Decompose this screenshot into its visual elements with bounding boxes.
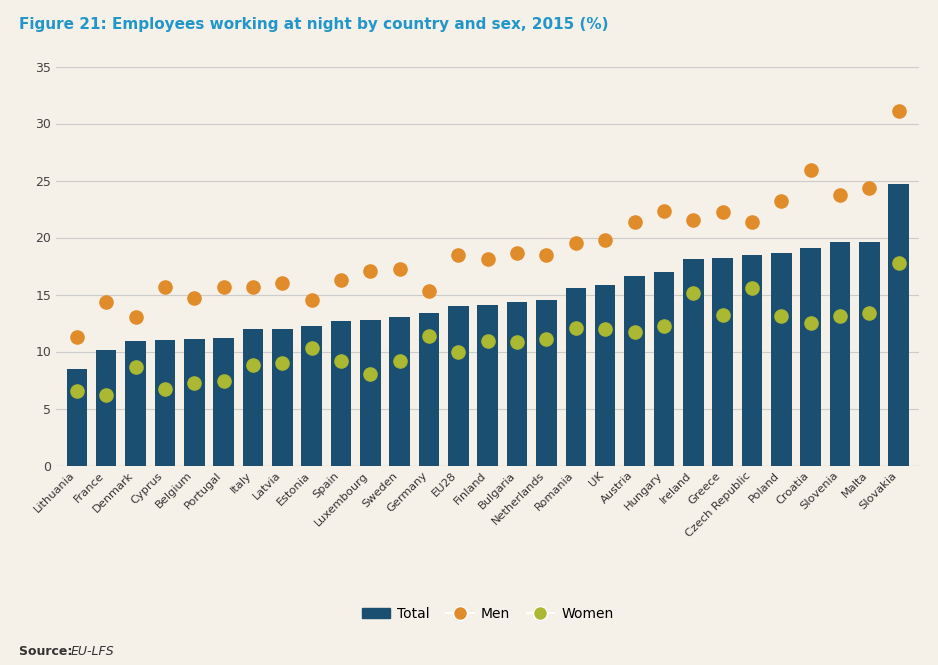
Legend: Total, Men, Women: Total, Men, Women	[356, 601, 619, 626]
Point	[774, 311, 789, 321]
Point	[509, 248, 524, 259]
Point	[686, 288, 701, 299]
Point	[774, 196, 789, 206]
Bar	[595, 285, 615, 465]
Point	[216, 281, 231, 292]
Point	[745, 216, 760, 227]
Point	[451, 346, 466, 357]
Bar	[537, 300, 557, 466]
Bar	[712, 258, 733, 465]
Bar	[771, 253, 792, 466]
Point	[803, 318, 818, 329]
Bar	[888, 184, 909, 466]
Bar	[213, 338, 234, 465]
Bar	[301, 327, 322, 466]
Bar	[243, 329, 264, 466]
Point	[334, 355, 349, 366]
Point	[275, 358, 290, 368]
Bar	[126, 341, 145, 465]
Point	[745, 283, 760, 293]
Point	[480, 336, 495, 346]
Point	[862, 307, 877, 318]
Bar	[477, 305, 498, 465]
Point	[158, 281, 173, 292]
Point	[363, 369, 378, 380]
Bar	[96, 350, 116, 466]
Text: Figure 21: Employees working at night by country and sex, 2015 (%): Figure 21: Employees working at night by…	[19, 17, 608, 32]
Bar	[507, 303, 527, 465]
Bar	[184, 339, 204, 466]
Point	[334, 275, 349, 285]
Point	[803, 165, 818, 176]
Bar	[155, 340, 175, 465]
Point	[275, 278, 290, 289]
Bar	[800, 248, 821, 466]
Point	[715, 310, 730, 321]
Bar	[448, 306, 469, 466]
Bar	[272, 329, 293, 466]
Point	[128, 312, 143, 323]
Point	[216, 376, 231, 386]
Point	[128, 362, 143, 373]
Bar	[389, 317, 410, 466]
Point	[363, 265, 378, 276]
Point	[69, 331, 84, 342]
Point	[392, 264, 407, 275]
Text: EU-LFS: EU-LFS	[70, 645, 114, 658]
Point	[421, 331, 436, 341]
Point	[715, 207, 730, 217]
Point	[392, 355, 407, 366]
Point	[421, 286, 436, 297]
Bar	[566, 288, 586, 466]
Point	[69, 386, 84, 397]
Point	[187, 293, 202, 303]
Point	[304, 295, 319, 305]
Point	[891, 106, 906, 116]
Point	[833, 190, 848, 201]
Point	[509, 337, 524, 348]
Bar	[360, 320, 381, 466]
Point	[246, 281, 261, 292]
Point	[480, 254, 495, 265]
Bar	[683, 259, 704, 466]
Bar	[859, 242, 880, 466]
Point	[657, 206, 672, 217]
Bar	[331, 321, 351, 465]
Point	[833, 311, 848, 321]
Text: Source:: Source:	[19, 645, 77, 658]
Point	[627, 216, 642, 227]
Point	[568, 238, 583, 249]
Bar	[67, 368, 87, 465]
Point	[304, 342, 319, 353]
Point	[686, 215, 701, 225]
Point	[657, 321, 672, 332]
Point	[627, 327, 642, 337]
Point	[862, 183, 877, 194]
Point	[98, 390, 113, 400]
Bar	[625, 276, 644, 465]
Point	[891, 257, 906, 268]
Point	[98, 297, 113, 308]
Point	[246, 360, 261, 370]
Point	[598, 323, 613, 334]
Point	[539, 334, 554, 344]
Bar	[830, 242, 850, 466]
Point	[598, 235, 613, 245]
Point	[539, 249, 554, 260]
Bar	[418, 313, 439, 465]
Point	[451, 249, 466, 260]
Bar	[654, 272, 674, 465]
Point	[568, 323, 583, 333]
Point	[158, 384, 173, 394]
Point	[187, 378, 202, 389]
Bar	[742, 255, 763, 466]
